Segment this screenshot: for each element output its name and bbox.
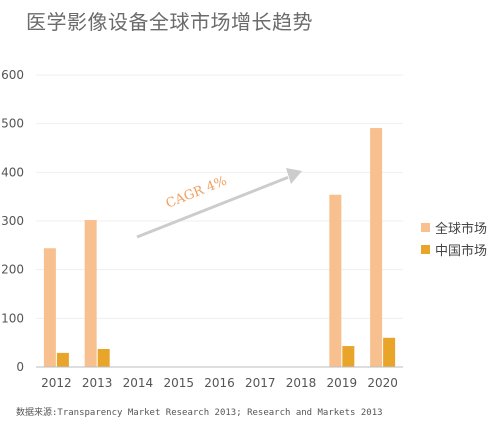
- legend-item-china: 中国市场: [421, 238, 487, 260]
- y-tick-label: 500: [1, 117, 24, 131]
- x-tick-label: 2016: [204, 376, 235, 390]
- y-tick-label: 400: [1, 165, 24, 179]
- x-tick-label: 2017: [245, 376, 276, 390]
- bar-2013-global: [84, 220, 97, 367]
- chart-title: 医学影像设备全球市场增长趋势: [26, 10, 313, 34]
- x-tick-label: 2014: [123, 376, 154, 390]
- x-tick-label: 2012: [41, 376, 72, 390]
- legend: 全球市场 中国市场: [421, 216, 487, 260]
- bars: [43, 128, 396, 367]
- y-tick-label: 0: [16, 360, 24, 374]
- x-tick-label: 2020: [367, 376, 398, 390]
- bar-2013-china: [97, 348, 110, 367]
- bar-2020-china: [383, 337, 396, 367]
- bar-2020-global: [370, 128, 383, 367]
- bar-2012-china: [56, 352, 69, 367]
- cagr-annotation: CAGR 4%: [136, 168, 302, 239]
- bar-2019-china: [342, 346, 355, 367]
- cagr-arrow-head: [286, 168, 302, 184]
- bar-2019-global: [329, 194, 342, 367]
- x-tick-label: 2015: [163, 376, 194, 390]
- y-tick-label: 200: [1, 263, 24, 277]
- x-axis-ticks: 2012 2013 2014 2015 2016 2017 2018 2019 2020: [41, 376, 398, 390]
- y-tick-label: 600: [1, 68, 24, 82]
- x-tick-label: 2018: [286, 376, 317, 390]
- y-tick-label: 300: [1, 214, 24, 228]
- legend-swatch-china: [421, 244, 430, 254]
- cagr-arrow-line: [136, 176, 289, 239]
- legend-item-global: 全球市场: [421, 216, 487, 238]
- legend-label-china: 中国市场: [435, 243, 488, 259]
- x-tick-label: 2019: [327, 376, 358, 390]
- legend-swatch-global: [421, 222, 430, 232]
- legend-label-global: 全球市场: [435, 221, 488, 237]
- y-tick-label: 100: [1, 311, 24, 325]
- x-tick-label: 2013: [82, 376, 113, 390]
- y-axis-ticks: 0 100 200 300 400 500 600: [1, 68, 24, 374]
- gridlines: [36, 74, 403, 319]
- bar-2012-global: [43, 248, 56, 367]
- source-note: 数据来源:Transparency Market Research 2013; …: [16, 408, 383, 418]
